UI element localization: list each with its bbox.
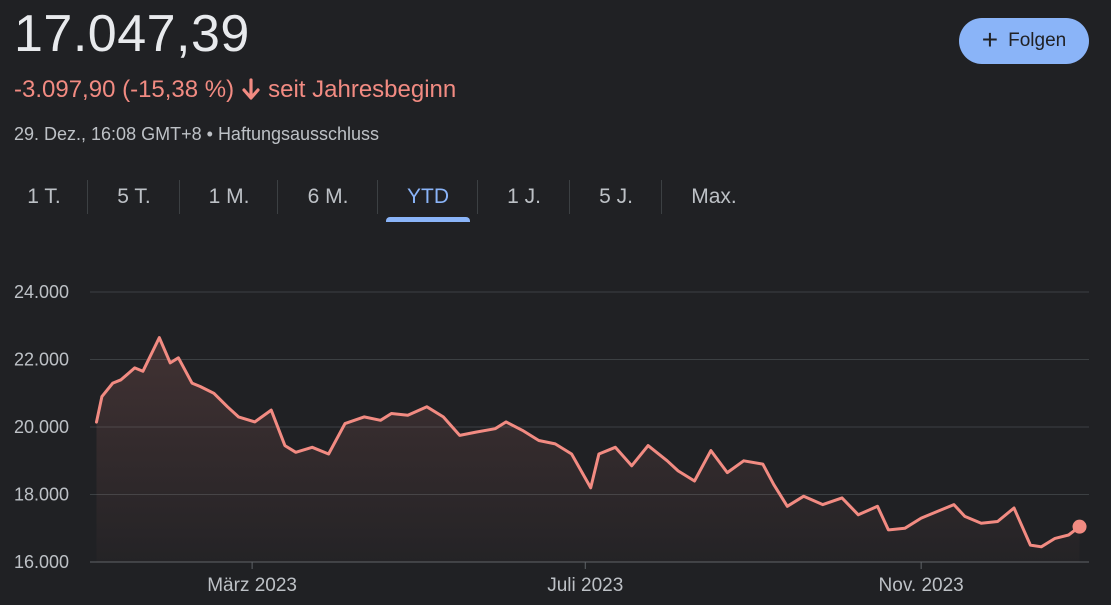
follow-button-label: Folgen [1008, 30, 1067, 51]
y-tick-label: 16.000 [14, 552, 69, 572]
quote-price: 17.047,39 [14, 5, 250, 63]
tab-1-day[interactable]: 1 T. [0, 178, 88, 216]
x-tick-label: Juli 2023 [547, 575, 623, 596]
quote-change: -3.097,90 (-15,38 %) [14, 76, 235, 103]
tab-1-month[interactable]: 1 M. [180, 178, 278, 216]
tab-6-months[interactable]: 6 M. [278, 178, 378, 216]
tab-label: 5 J. [599, 185, 633, 208]
quote-timestamp: 29. Dez., 16:08 GMT+8 [14, 124, 202, 144]
series-line [95, 336, 1081, 549]
tab-1-year[interactable]: 1 J. [478, 178, 570, 216]
tab-label: 1 T. [27, 185, 61, 208]
tab-5-years[interactable]: 5 J. [570, 178, 662, 216]
active-tab-indicator [386, 217, 470, 222]
tab-label: 1 J. [507, 185, 541, 208]
quote-change-period: seit Jahresbeginn [268, 76, 457, 103]
y-tick-label: 22.000 [14, 350, 69, 370]
tab-5-days[interactable]: 5 T. [88, 178, 180, 216]
quote-change-row: -3.097,90 (-15,38 %) seit Jahresbeginn [14, 74, 456, 106]
follow-button[interactable]: + Folgen [959, 18, 1089, 64]
plus-icon: + [981, 24, 999, 55]
quote-meta: 29. Dez., 16:08 GMT+8 • Haftungsausschlu… [14, 122, 379, 146]
y-tick-label: 18.000 [14, 485, 69, 505]
x-tick-label: Nov. 2023 [879, 575, 964, 596]
tab-label: Max. [691, 185, 737, 208]
tab-label: YTD [407, 185, 449, 208]
disclaimer-link[interactable]: Haftungsausschluss [217, 124, 380, 144]
tab-label: 6 M. [307, 185, 349, 208]
tab-ytd[interactable]: YTD [378, 178, 478, 222]
tab-label: 5 T. [117, 185, 151, 208]
y-tick-label: 24.000 [14, 282, 69, 302]
price-chart: 24.000 22.000 20.000 18.000 16.000 März 2023 J… [14, 282, 1089, 596]
y-tick-label: 20.000 [14, 417, 69, 437]
arrow-down-icon [242, 78, 260, 100]
last-price-marker[interactable] [1072, 519, 1087, 534]
tab-label: 1 M. [208, 185, 250, 208]
x-tick-label: März 2023 [207, 575, 297, 596]
meta-separator: • [206, 124, 213, 144]
range-tabs: 1 T. 5 T. 1 M. 6 M. YTD 1 J. 5 J. Max. [0, 178, 766, 222]
tab-max[interactable]: Max. [662, 178, 766, 216]
series-area [96, 337, 1080, 562]
